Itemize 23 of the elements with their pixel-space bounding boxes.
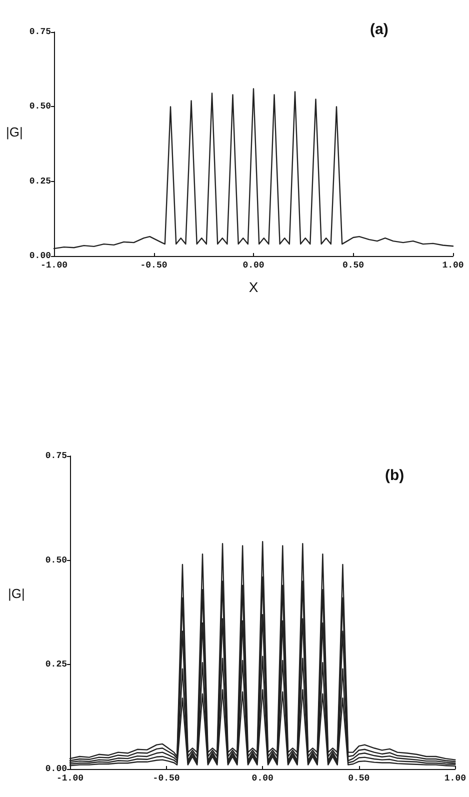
x-tick-label: 0.00 (242, 260, 264, 270)
y-tick-label: 0.75 (45, 451, 67, 461)
y-tick-label: 0.00 (29, 251, 51, 261)
x-tick-label: -0.50 (152, 774, 180, 784)
x-tick-label: 1.00 (444, 774, 466, 784)
y-tick-label: 0.25 (45, 660, 67, 670)
x-tick-label: -1.00 (56, 774, 84, 784)
y-tick-label: 0.75 (29, 27, 51, 37)
x-tick-label: -1.00 (40, 260, 68, 270)
annotation: (a) (370, 21, 388, 38)
x-tick-label: 0.50 (342, 260, 364, 270)
y-tick-label: 0.50 (45, 555, 67, 566)
annotation: (b) (385, 467, 404, 484)
x-tick-label: 0.50 (348, 774, 370, 784)
x-axis-title: X (248, 279, 259, 295)
y-tick-label: 0.50 (29, 102, 51, 112)
y-axis-title: |G| (8, 586, 25, 602)
x-tick-label: -0.50 (140, 260, 168, 270)
x-tick-label: 1.00 (442, 260, 464, 270)
y-tick-label: 0.00 (45, 764, 67, 774)
y-axis-title: |G| (6, 124, 23, 140)
x-tick-label: 0.00 (252, 774, 274, 784)
y-tick-label: 0.25 (29, 176, 51, 186)
